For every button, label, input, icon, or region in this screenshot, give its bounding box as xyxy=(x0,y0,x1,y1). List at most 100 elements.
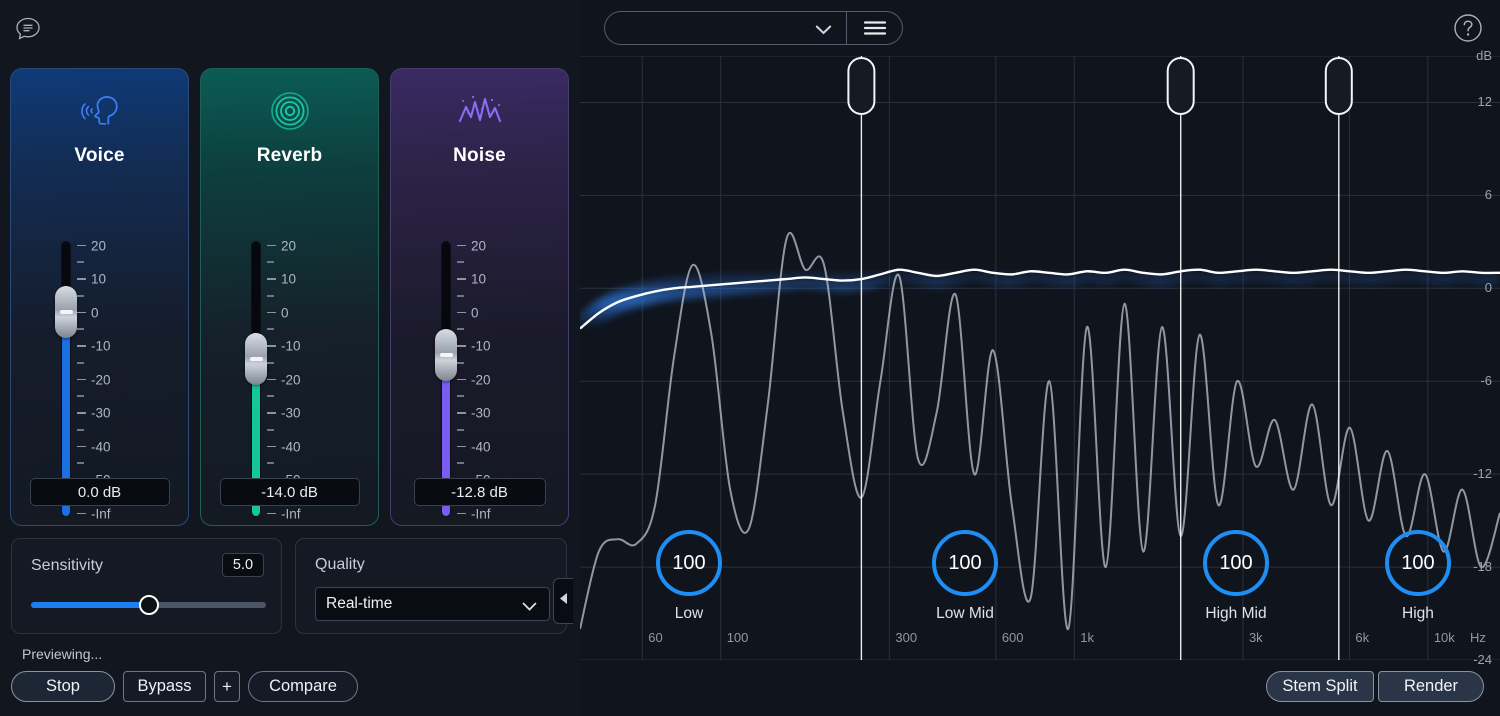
fader-tick: 10 xyxy=(267,272,296,287)
tick-mark xyxy=(267,244,276,247)
fader-tick xyxy=(77,395,84,398)
band-gain-knob[interactable]: 100 xyxy=(1385,530,1451,596)
chevron-down-icon xyxy=(522,599,537,617)
preview-status: Previewing... xyxy=(22,646,103,662)
fader-tick xyxy=(267,361,274,364)
eq-band-low[interactable]: 100 Low xyxy=(629,530,749,623)
hamburger-menu-icon[interactable] xyxy=(847,11,903,45)
fader-tick-label: -30 xyxy=(281,405,301,421)
fader-tick-label: -40 xyxy=(471,439,491,454)
db-axis-label: 12 xyxy=(1477,94,1492,110)
fader-tick xyxy=(77,328,84,331)
fader-tick xyxy=(267,294,274,297)
sensitivity-label: Sensitivity xyxy=(31,557,104,574)
fader-tick-label: 0 xyxy=(281,305,289,320)
tick-mark xyxy=(77,395,84,398)
speech-bubble-icon[interactable] xyxy=(12,13,44,45)
band-gain-knob[interactable]: 100 xyxy=(1203,530,1269,596)
sensitivity-value[interactable]: 5.0 xyxy=(222,553,264,577)
tick-mark xyxy=(457,395,464,398)
db-axis-label: -18 xyxy=(1473,559,1492,575)
render-button[interactable]: Render xyxy=(1378,671,1484,702)
fader-tick: -30 xyxy=(267,406,301,421)
band-gain-knob[interactable]: 100 xyxy=(656,530,722,596)
fader-tick xyxy=(457,428,464,431)
tick-mark xyxy=(457,261,464,264)
fader-tick xyxy=(457,361,464,364)
tick-mark xyxy=(267,512,276,515)
tick-mark xyxy=(457,311,466,314)
collapse-panel-button[interactable] xyxy=(553,578,573,624)
eq-band-low-mid[interactable]: 100 Low Mid xyxy=(905,530,1025,623)
fader-thumb[interactable] xyxy=(55,286,77,338)
fader-tick: -10 xyxy=(457,339,491,354)
help-question-icon[interactable] xyxy=(1453,13,1483,43)
freq-axis-label: Hz xyxy=(1470,630,1486,645)
add-button[interactable]: + xyxy=(214,671,240,702)
crossover-handle[interactable] xyxy=(847,57,876,115)
tick-mark xyxy=(457,445,466,448)
stem-db-readout[interactable]: -14.0 dB xyxy=(219,478,360,506)
eq-graph[interactable] xyxy=(580,56,1500,660)
slider-knob[interactable] xyxy=(138,595,159,615)
quality-selected-value: Real-time xyxy=(326,595,393,612)
fader-fill xyxy=(62,311,70,516)
fader-tick: 10 xyxy=(457,272,486,287)
fader-tick-label: -10 xyxy=(91,338,111,354)
fader-thumb[interactable] xyxy=(435,328,457,381)
tick-mark xyxy=(267,412,276,414)
tick-mark xyxy=(77,512,86,515)
preset-select[interactable] xyxy=(604,11,847,45)
db-axis-label: -24 xyxy=(1473,652,1492,667)
fader-thumb[interactable] xyxy=(245,332,267,385)
quality-select[interactable]: Real-time xyxy=(315,587,550,621)
tick-mark xyxy=(77,328,84,331)
fader-tick xyxy=(77,261,84,264)
tick-mark xyxy=(457,278,466,280)
fader-tick-label: -20 xyxy=(91,372,111,387)
fader-tick xyxy=(77,361,84,364)
freq-axis-label: 3k xyxy=(1248,630,1263,645)
frequency-axis: 60 100 300 600 1k 3k 6k 10k Hz xyxy=(580,630,1500,654)
fader-tick-label: 0 xyxy=(91,305,99,320)
fader-tick: -20 xyxy=(267,372,301,387)
compare-button[interactable]: Compare xyxy=(248,671,358,702)
fader-tick xyxy=(77,428,84,431)
bypass-button[interactable]: Bypass xyxy=(123,671,206,702)
fader-tick: 10 xyxy=(77,272,106,287)
stem-db-readout[interactable]: -12.8 dB xyxy=(413,478,546,506)
fader-tick-label: -Inf xyxy=(281,506,301,521)
fader-tick-label: -30 xyxy=(91,405,111,421)
crossover-handle[interactable] xyxy=(1324,57,1353,115)
band-gain-knob[interactable]: 100 xyxy=(932,530,998,596)
tick-mark xyxy=(267,378,276,381)
stem-split-button[interactable]: Stem Split xyxy=(1266,671,1374,702)
tick-mark xyxy=(77,378,86,381)
fader-tick-label: -Inf xyxy=(91,506,111,521)
eq-band-high-mid[interactable]: 100 High Mid xyxy=(1176,530,1296,623)
fader-tick-label: 10 xyxy=(281,271,297,287)
fader-tick-label: 0 xyxy=(471,305,479,320)
db-axis-label: -6 xyxy=(1480,373,1492,389)
crossover-handle[interactable] xyxy=(1166,57,1195,115)
stop-button[interactable]: Stop xyxy=(11,671,115,702)
stem-db-readout[interactable]: 0.0 dB xyxy=(29,478,170,506)
eq-band-high[interactable]: 100 High xyxy=(1358,530,1478,623)
freq-axis-label: 1k xyxy=(1080,630,1094,645)
fader-tick-label: -10 xyxy=(471,338,491,354)
sensitivity-slider[interactable] xyxy=(31,595,266,615)
bottom-right-actions: Stem Split Render xyxy=(1266,671,1484,702)
fader-tick-label: -10 xyxy=(281,338,301,354)
fader-tick-label: -40 xyxy=(91,439,111,454)
fader-tick: -Inf xyxy=(267,506,301,521)
fader-track[interactable] xyxy=(61,241,71,517)
tick-mark xyxy=(77,311,86,314)
